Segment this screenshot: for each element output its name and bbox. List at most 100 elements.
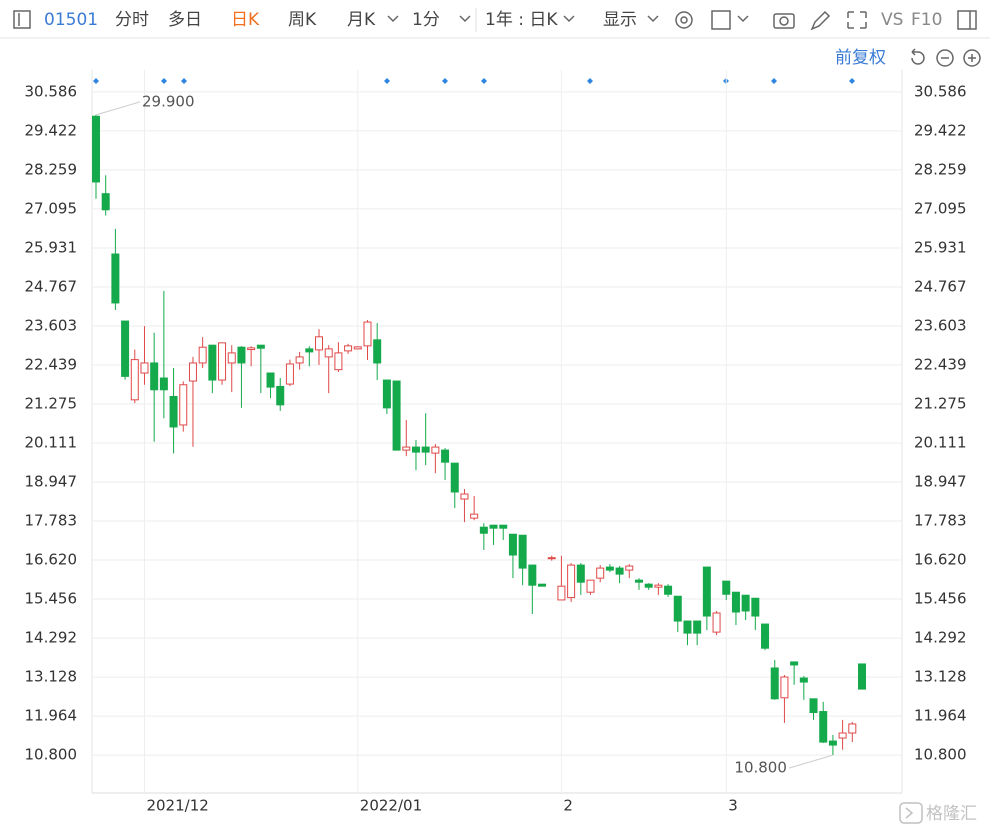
- candle-body: [567, 564, 576, 599]
- y-tick-label: 29.422: [25, 121, 78, 139]
- chevron[interactable]: [737, 15, 749, 23]
- camera-icon[interactable]: [773, 13, 795, 29]
- tab[interactable]: 多日: [168, 10, 202, 30]
- zoom-in-mark: [968, 54, 976, 62]
- pen-icon[interactable]: [810, 10, 831, 31]
- event-marker[interactable]: [771, 78, 777, 84]
- candle-body: [256, 344, 265, 349]
- event-marker[interactable]: [849, 78, 855, 84]
- candle-body: [751, 597, 760, 617]
- y-tick-label-right: 15.456: [914, 590, 967, 608]
- candle-body: [528, 564, 537, 586]
- display[interactable]: 显示: [603, 10, 637, 30]
- event-marker[interactable]: [442, 78, 448, 84]
- chevron[interactable]: [387, 15, 399, 23]
- candle-body: [838, 732, 847, 739]
- candle-body: [790, 661, 799, 666]
- candle-body: [596, 567, 605, 579]
- candle-body: [169, 395, 178, 428]
- f10-button[interactable]: F10: [911, 10, 942, 30]
- tab[interactable]: 分时: [115, 10, 149, 30]
- y-tick-label: 27.095: [25, 199, 78, 217]
- event-marker[interactable]: [93, 78, 99, 84]
- event-marker[interactable]: [587, 78, 593, 84]
- y-tick-label-right: 28.259: [914, 160, 967, 178]
- y-tick-label: 20.111: [25, 434, 78, 452]
- candle-body: [702, 566, 711, 617]
- expand-icon[interactable]: [847, 11, 867, 29]
- zoom-in[interactable]: [963, 49, 981, 67]
- y-tick-label: 18.947: [25, 473, 78, 491]
- candle-body: [227, 352, 236, 364]
- candle-body: [799, 677, 808, 683]
- reset-icon[interactable]: [911, 48, 925, 65]
- candle-body: [848, 723, 857, 734]
- candle-body: [92, 115, 100, 183]
- candle-body: [731, 591, 740, 613]
- candle-body: [159, 377, 168, 391]
- candle-body: [479, 526, 488, 534]
- candle-body: [664, 585, 673, 595]
- tab[interactable]: 日K: [231, 10, 260, 30]
- y-tick-label: 23.603: [25, 316, 78, 334]
- y-tick-label: 13.128: [25, 668, 78, 686]
- adjust-button[interactable]: 前复权: [835, 48, 886, 68]
- candle-body: [198, 346, 207, 364]
- candle-body: [761, 623, 770, 649]
- candle-body: [353, 346, 362, 350]
- y-tick-label: 24.767: [25, 277, 78, 295]
- candle-body: [266, 372, 275, 388]
- y-tick-label: 21.275: [25, 395, 78, 413]
- tab[interactable]: 周K: [288, 10, 317, 30]
- candle-body: [150, 362, 159, 391]
- candle-body: [305, 348, 314, 353]
- settings-icon[interactable]: [675, 11, 693, 29]
- watermark-text: 格隆汇: [926, 804, 977, 824]
- candle-body: [392, 380, 401, 451]
- candle-body: [450, 462, 459, 493]
- interval[interactable]: 1分: [412, 10, 440, 30]
- y-tick-label-right: 17.783: [914, 512, 967, 530]
- annotation-leader: [95, 101, 141, 116]
- annotation-leader: [788, 754, 834, 769]
- color-box[interactable]: [711, 10, 731, 30]
- vs-button[interactable]: VS: [881, 10, 903, 30]
- event-marker[interactable]: [161, 78, 167, 84]
- candle-body: [334, 352, 343, 371]
- y-tick-label-right: 24.767: [914, 277, 967, 295]
- candle-body: [188, 362, 197, 382]
- sidebar-icon[interactable]: [957, 10, 977, 30]
- range[interactable]: 1年 : 日K: [485, 10, 558, 30]
- candle-body: [431, 446, 440, 454]
- y-tick-label: 17.783: [25, 512, 78, 530]
- candle-body: [654, 584, 663, 588]
- candle-body: [237, 346, 246, 364]
- candle-body: [683, 620, 692, 634]
- annotation-label: 29.900: [142, 92, 195, 110]
- candle-body: [693, 620, 702, 634]
- panel-icon[interactable]: [13, 10, 31, 29]
- candle-body: [111, 253, 120, 304]
- tab[interactable]: 月K: [347, 10, 376, 30]
- event-marker[interactable]: [384, 78, 390, 84]
- candle-body: [382, 379, 391, 409]
- chevron[interactable]: [563, 15, 575, 23]
- y-tick-label-right: 23.603: [914, 316, 967, 334]
- y-tick-label-right: 25.931: [914, 238, 967, 256]
- event-marker[interactable]: [181, 78, 187, 84]
- y-tick-label: 30.586: [25, 82, 78, 100]
- zoom-out[interactable]: [936, 49, 954, 67]
- chevron[interactable]: [459, 15, 471, 23]
- stock-code[interactable]: 01501: [44, 10, 98, 30]
- y-tick-label-right: 22.439: [914, 355, 967, 373]
- y-tick-label-right: 27.095: [914, 199, 967, 217]
- candle-body: [276, 385, 285, 406]
- candle-body: [247, 347, 256, 351]
- y-tick-label: 11.964: [25, 707, 78, 725]
- chevron[interactable]: [647, 15, 659, 23]
- candle-body: [140, 362, 149, 374]
- settings-icon-core: [680, 16, 688, 24]
- watermark-logo-mark: [905, 807, 914, 819]
- event-marker[interactable]: [481, 78, 487, 84]
- y-tick-label: 14.292: [25, 629, 78, 647]
